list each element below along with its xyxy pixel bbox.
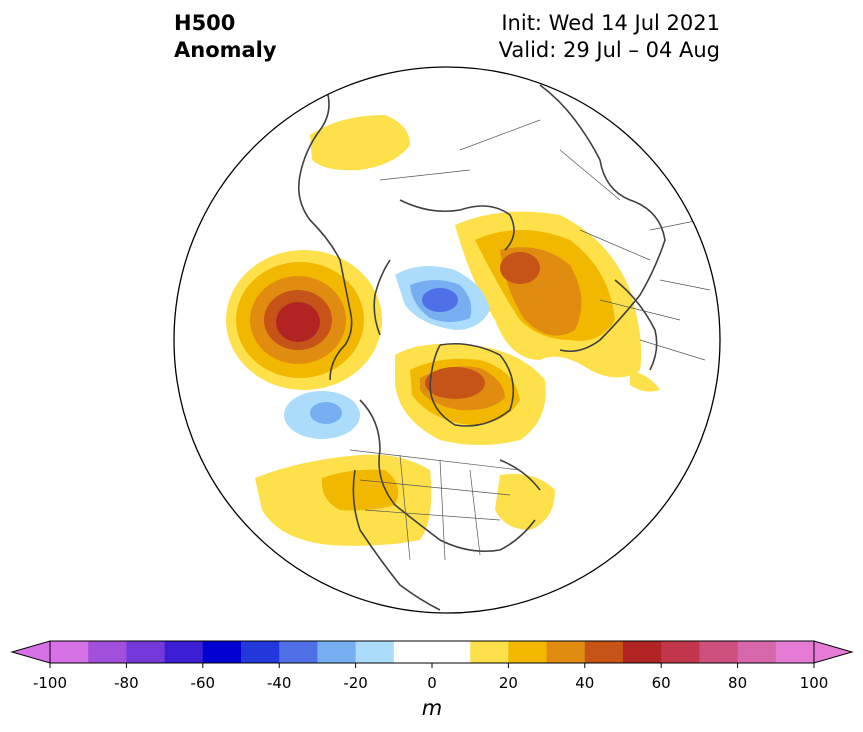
- colorbar-segment: [50, 641, 89, 663]
- globe-border: [173, 66, 721, 614]
- colorbar-tick-label: -80: [114, 674, 139, 692]
- valid-range: Valid: 29 Jul – 04 Aug: [498, 38, 720, 62]
- colorbar-segment: [164, 641, 204, 663]
- colorbar-segment: [737, 641, 777, 663]
- colorbar-tick-label: 0: [427, 674, 437, 692]
- colorbar-tick-label: -40: [266, 674, 292, 692]
- colorbar-segment: [699, 641, 739, 663]
- colorbar-low-extend: [10, 640, 51, 664]
- colorbar: [10, 640, 854, 668]
- colorbar-segment: [470, 641, 509, 663]
- colorbar-segment: [584, 641, 624, 663]
- colorbar-segment: [546, 641, 586, 663]
- colorbar-tick-label: -60: [190, 674, 216, 692]
- colorbar-tick-label: -20: [343, 674, 368, 692]
- init-date: Init: Wed 14 Jul 2021: [501, 11, 720, 35]
- colorbar-tick-label: 20: [498, 674, 518, 692]
- colorbar-high-extend: [813, 640, 854, 664]
- colorbar-segment: [508, 641, 548, 663]
- colorbar-tick-label: 100: [799, 674, 829, 692]
- colorbar-unit-label: m: [421, 696, 443, 720]
- colorbar-segment: [393, 641, 433, 663]
- colorbar-tick-label: 60: [651, 674, 671, 692]
- colorbar-tick-label: -100: [32, 674, 68, 692]
- colorbar-segment: [775, 641, 815, 663]
- country-borders: [349, 119, 711, 561]
- coastlines: [297, 84, 666, 611]
- colorbar-segment: [355, 641, 395, 663]
- map-disc: [174, 67, 720, 613]
- colorbar-segment: [317, 641, 357, 663]
- colorbar-segment: [279, 641, 318, 663]
- colorbar-segment: [623, 641, 662, 663]
- colorbar-segment: [241, 641, 280, 663]
- colorbar-segment: [432, 641, 471, 663]
- colorbar-segment: [126, 641, 166, 663]
- colorbar-segment: [202, 641, 242, 663]
- title-anomaly: Anomaly: [174, 38, 277, 62]
- map-title-left: H500 Anomaly: [174, 10, 277, 64]
- colorbar-tick-label: 80: [728, 674, 748, 692]
- anomaly-fill: [226, 115, 660, 546]
- colorbar-segment: [88, 641, 127, 663]
- map-title-right: Init: Wed 14 Jul 2021 Valid: 29 Jul – 04…: [499, 10, 720, 64]
- colorbar-segment: [661, 641, 700, 663]
- colorbar-tick-label: 40: [575, 674, 595, 692]
- title-variable: H500: [174, 11, 236, 35]
